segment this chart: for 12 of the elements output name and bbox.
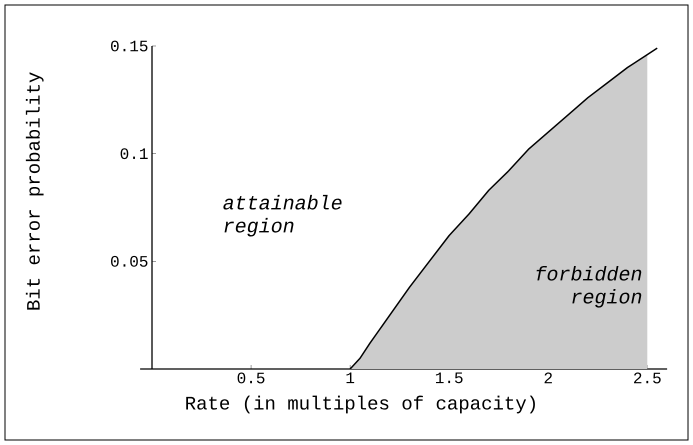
x-tick-label: 0.5 bbox=[238, 372, 264, 384]
x-tick-label: 2 bbox=[544, 372, 552, 384]
x-tick-label: 1.5 bbox=[436, 372, 463, 384]
y-tick-label: 0.05 bbox=[111, 256, 148, 267]
annotation: forbidden region bbox=[536, 266, 642, 308]
annotation: attainable region bbox=[223, 194, 342, 237]
y-tick-label: 0.15 bbox=[111, 40, 148, 52]
x-tick-label: 1 bbox=[346, 372, 354, 384]
y-tick-label: 0.1 bbox=[120, 148, 148, 160]
y-axis-title: Bit error probability bbox=[26, 72, 44, 310]
x-tick-label: 2.5 bbox=[634, 372, 661, 384]
x-axis-title: Rate (in multiples of capacity) bbox=[186, 396, 535, 414]
